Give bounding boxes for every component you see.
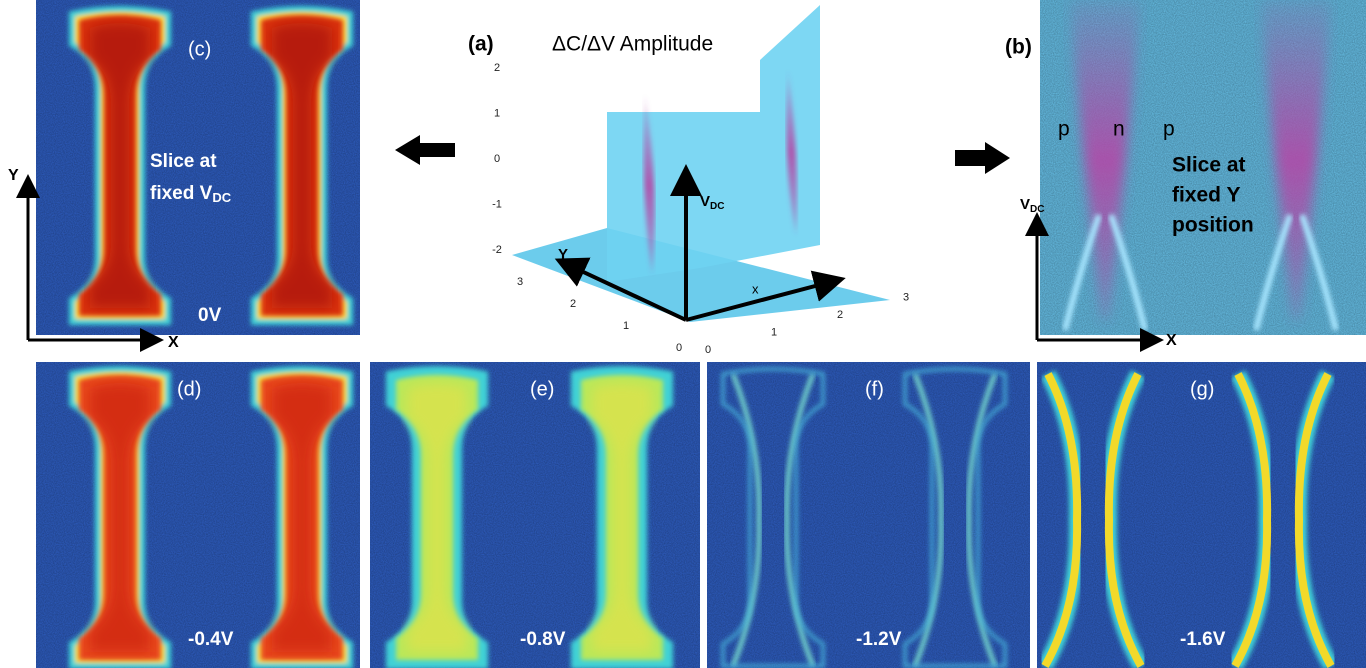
vdc-tick-label: 1 [494,107,500,119]
arrow-right [955,142,1010,174]
panel-a: (a) ΔC/ΔV Amplitude VDC Y x [468,5,890,322]
axis-label: x [752,281,759,296]
axis-label: V [700,193,710,210]
voltage-label: -0.8V [520,629,566,650]
voltage-label: -0.4V [188,629,234,650]
caption: fixed V [150,183,213,204]
axis-label: X [1166,332,1177,349]
axis-label: V [1020,196,1030,213]
caption-sub: DC [212,190,231,205]
axis-label: Y [558,246,568,263]
panel-label: (e) [530,378,554,400]
x-tick-label: 0 [705,344,711,356]
vdc-tick-label: -1 [492,198,502,210]
voltage-label: -1.6V [1180,629,1226,650]
region-label: p [1163,118,1175,141]
axis-label: Y [8,167,19,184]
vdc-tick-label: -2 [492,244,502,256]
panel-label: (c) [188,38,211,60]
arrow-left [395,135,455,165]
panel-label: (g) [1190,378,1214,400]
panel-label: (f) [865,378,884,400]
panel-label: (a) [468,33,494,56]
y-tick-label: 0 [676,342,682,354]
caption: fixed Y [1172,184,1240,207]
voltage-label: 0V [198,305,222,326]
panel-label: (d) [177,378,201,400]
vdc-tick-label: 2 [494,62,500,74]
figure: (a) ΔC/ΔV Amplitude VDC Y x (b) p n p Sl… [0,0,1366,668]
caption: Slice at [1172,154,1246,177]
y-tick-label: 2 [570,298,576,310]
voltage-label: -1.2V [856,629,902,650]
vdc-tick-label: 0 [494,153,500,165]
axis-label: X [168,334,179,351]
region-label: p [1058,118,1070,141]
axis-label-sub: DC [710,201,724,212]
region-label: n [1113,118,1125,141]
caption: position [1172,214,1254,237]
axis-label-sub: DC [1030,204,1044,215]
caption: Slice at [150,151,217,172]
y-tick-label: 1 [623,320,629,332]
x-tick-label: 3 [903,291,909,303]
panel-label: (b) [1005,36,1032,59]
x-tick-label: 1 [771,326,777,338]
panel-title: ΔC/ΔV Amplitude [552,33,713,56]
x-tick-label: 2 [837,309,843,321]
y-tick-label: 3 [517,276,523,288]
